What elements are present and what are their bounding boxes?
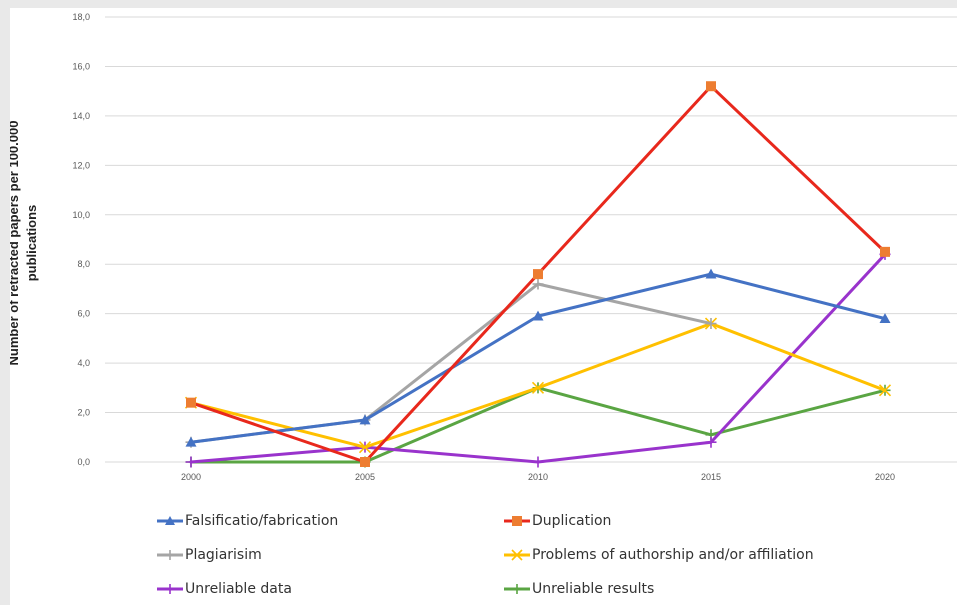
y-tick-label: 2,0: [77, 408, 90, 418]
legend-label: Falsificatio/fabrication: [185, 513, 339, 529]
legend-swatch: [504, 549, 530, 561]
data-point: [705, 318, 717, 330]
data-point: [359, 414, 371, 425]
data-point: [533, 269, 543, 280]
legend-label: Problems of authorship and/or affiliatio…: [532, 547, 814, 563]
y-tick-label: 6,0: [77, 309, 90, 319]
data-point: [185, 436, 197, 447]
series-line: [189, 386, 887, 464]
legend-marker: [165, 584, 175, 594]
series-group: [184, 81, 892, 468]
legend-swatch: [504, 584, 530, 594]
data-point: [879, 313, 891, 324]
y-tick-label: 18,0: [72, 12, 90, 22]
legend-swatch: [157, 550, 183, 560]
line-chart: 0,0 2,0 4,0 6,0 8,0 10,0 12,0 14,0 16,0 18,0 2000…: [10, 12, 957, 482]
x-tick-label: 2010: [528, 472, 548, 482]
y-tick-labels: 0,0 2,0 4,0 6,0 8,0 10,0 12,0 14,0 16,0 18,0: [72, 12, 90, 467]
legend-marker: [512, 516, 522, 526]
y-tick-label: 10,0: [72, 210, 90, 220]
data-point: [185, 456, 197, 468]
legend-label: Unreliable results: [532, 581, 655, 597]
data-point: [705, 436, 717, 448]
data-point: [360, 457, 370, 467]
legend-swatch: [157, 516, 183, 525]
legend-marker: [165, 550, 175, 560]
legend-item: Duplication: [503, 511, 611, 531]
data-point: [532, 278, 544, 290]
legend-swatch: [504, 516, 530, 526]
legend-item: Falsificatio/fabrication: [156, 511, 338, 531]
chart-panel: 0,0 2,0 4,0 6,0 8,0 10,0 12,0 14,0 16,0 18,0 2000…: [10, 8, 957, 605]
y-tick-label: 0,0: [77, 457, 90, 467]
x-tick-label: 2005: [355, 472, 375, 482]
y-axis-label-line-1: Number of retracted papers per 100.000: [10, 121, 21, 366]
legend-item: Unreliable data: [156, 579, 292, 599]
legend-marker: [165, 516, 175, 525]
data-point: [878, 384, 892, 397]
legend-swatch: [157, 584, 183, 594]
legend-label: Duplication: [532, 513, 612, 529]
data-point: [358, 441, 372, 454]
x-tick-label: 2015: [701, 472, 721, 482]
legend-label: Plagiarisim: [185, 547, 262, 563]
y-tick-label: 4,0: [77, 358, 90, 368]
gridlines: [105, 16, 957, 463]
y-tick-label: 8,0: [77, 259, 90, 269]
data-point: [532, 310, 544, 321]
data-point: [531, 381, 545, 394]
data-point: [706, 81, 716, 92]
legend-label: Unreliable data: [185, 581, 292, 597]
x-tick-label: 2000: [181, 472, 201, 482]
x-tick-label: 2020: [875, 472, 895, 482]
series-1: [186, 81, 890, 467]
legend-marker: [511, 549, 523, 561]
data-point: [532, 456, 544, 468]
data-point: [705, 268, 717, 279]
x-tick-labels: 2000 2005 2010 2015 2020: [181, 472, 895, 482]
legend-item: Problems of authorship and/or affiliatio…: [503, 545, 814, 565]
legend-item: Plagiarisim: [156, 545, 262, 565]
legend-marker: [512, 584, 522, 594]
data-point: [880, 246, 890, 257]
y-tick-label: 16,0: [72, 61, 90, 71]
y-tick-label: 14,0: [72, 111, 90, 121]
y-tick-label: 12,0: [72, 160, 90, 170]
y-axis-label-line-2: publications: [24, 205, 39, 282]
data-point: [186, 397, 196, 408]
legend-item: Unreliable results: [503, 579, 654, 599]
series-0: [185, 268, 891, 447]
